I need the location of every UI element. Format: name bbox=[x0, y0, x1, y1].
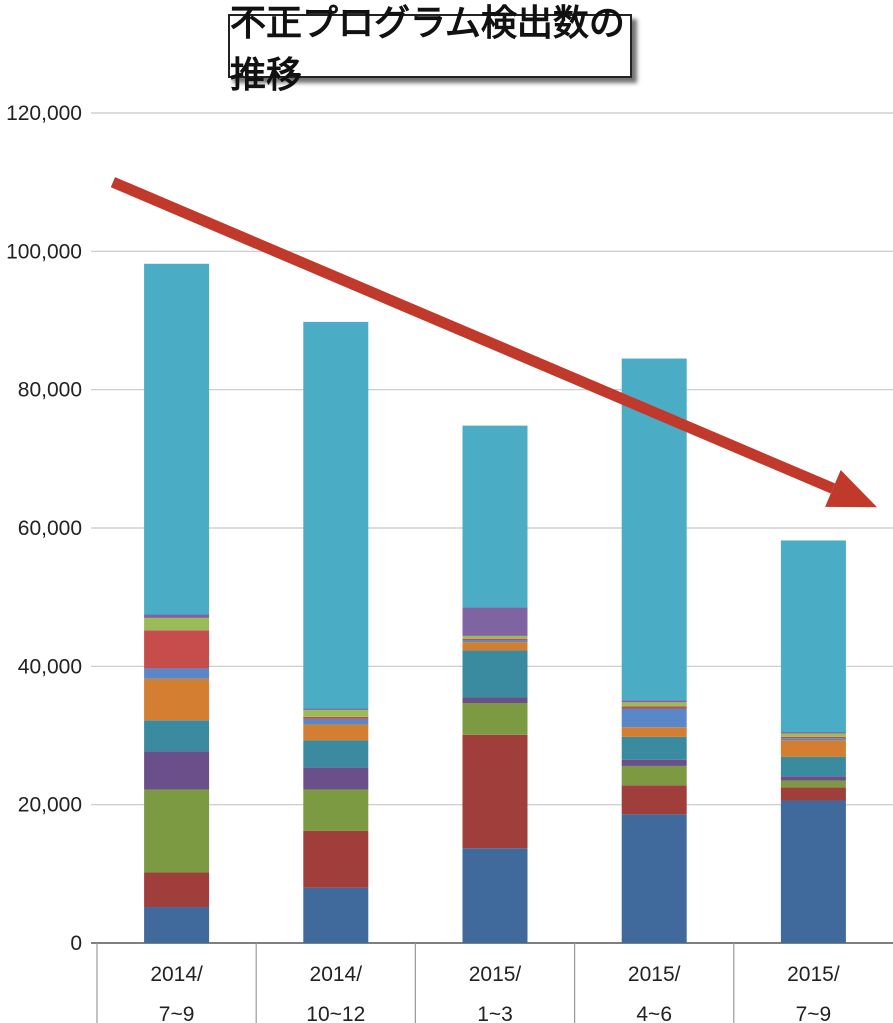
bar-segment bbox=[780, 738, 846, 741]
bar-segment bbox=[144, 907, 210, 943]
y-tick-label: 40,000 bbox=[18, 655, 82, 678]
bar-stack bbox=[621, 358, 687, 943]
y-tick-label: 120,000 bbox=[6, 102, 82, 125]
bar-segment bbox=[780, 756, 846, 777]
bar-segment bbox=[303, 709, 369, 717]
bar-segment bbox=[462, 702, 528, 735]
bar-segment bbox=[303, 718, 369, 725]
bar-segment bbox=[462, 734, 528, 849]
bar-segment bbox=[462, 635, 528, 639]
y-tick-label: 100,000 bbox=[6, 240, 82, 263]
bar-segment bbox=[780, 780, 846, 788]
category-label-year: 2015/ bbox=[469, 963, 522, 986]
category-label-year: 2015/ bbox=[628, 963, 681, 986]
bar-segment bbox=[303, 767, 369, 790]
bar-segment bbox=[144, 668, 210, 679]
category-label-months: 10~12 bbox=[306, 1003, 365, 1023]
bar-segment bbox=[621, 727, 687, 737]
bar-segment bbox=[144, 872, 210, 908]
trend-arrow-shaft bbox=[110, 177, 836, 494]
bar-segment bbox=[303, 740, 369, 768]
bar-stack bbox=[780, 540, 846, 943]
bar-segment bbox=[621, 706, 687, 709]
bar-segment bbox=[303, 708, 369, 710]
category-label-months: 4~6 bbox=[636, 1003, 672, 1023]
bar-segment bbox=[621, 736, 687, 760]
bar-segment bbox=[462, 638, 528, 641]
bar-segment bbox=[780, 540, 846, 733]
bar-segment bbox=[780, 776, 846, 781]
bar-segment bbox=[780, 800, 846, 943]
bar-segment bbox=[462, 650, 528, 698]
bar-segment bbox=[462, 640, 528, 643]
bar-segment bbox=[144, 617, 210, 631]
trend-arrow bbox=[110, 177, 878, 508]
bar-segment bbox=[780, 787, 846, 801]
bar-segment bbox=[621, 702, 687, 707]
category-label-months: 1~3 bbox=[477, 1003, 513, 1023]
bar-segment bbox=[780, 736, 846, 739]
y-tick-label: 60,000 bbox=[18, 517, 82, 540]
bar-segment bbox=[621, 765, 687, 786]
category-label-year: 2015/ bbox=[787, 963, 840, 986]
bar-segment bbox=[144, 263, 210, 615]
category-label-months: 7~9 bbox=[159, 1003, 195, 1023]
bar-stack bbox=[144, 263, 210, 943]
category-label-year: 2014/ bbox=[310, 963, 363, 986]
bar-stack bbox=[303, 321, 369, 943]
bar-segment bbox=[462, 607, 528, 636]
bar-stack bbox=[462, 425, 528, 943]
bar-segment bbox=[621, 785, 687, 815]
bar-segment bbox=[780, 740, 846, 757]
bar-segment bbox=[144, 630, 210, 669]
bar-segment bbox=[303, 716, 369, 719]
bar-segment bbox=[621, 700, 687, 703]
bar-segment bbox=[144, 720, 210, 752]
bar-segment bbox=[621, 708, 687, 728]
bar-segment bbox=[780, 733, 846, 737]
bar-segment bbox=[303, 789, 369, 831]
y-tick-label: 0 bbox=[70, 932, 82, 955]
x-axis-category-table: 2014/7~9 2014/10~12 2015/1~3 2015/4~6 2015/7… bbox=[96, 943, 840, 1023]
bar-segment bbox=[303, 724, 369, 741]
bar-segment bbox=[303, 830, 369, 888]
bar-segment bbox=[780, 732, 846, 734]
bar-segment bbox=[621, 814, 687, 943]
bar-segment bbox=[621, 759, 687, 766]
bar-segment bbox=[144, 751, 210, 790]
bar-segment bbox=[462, 425, 528, 608]
bar-segment bbox=[144, 678, 210, 721]
bar-segment bbox=[462, 697, 528, 703]
bar-segment bbox=[144, 789, 210, 873]
category-label-months: 7~9 bbox=[796, 1003, 832, 1023]
bar-segment bbox=[462, 642, 528, 651]
category-label-year: 2014/ bbox=[150, 963, 203, 986]
trend-arrow-head bbox=[825, 470, 878, 508]
bar-segment bbox=[303, 321, 369, 709]
bar-segment bbox=[144, 614, 210, 618]
y-tick-label: 20,000 bbox=[18, 794, 82, 817]
bar-stacks bbox=[144, 263, 846, 943]
bar-segment bbox=[462, 848, 528, 943]
bar-segment bbox=[303, 887, 369, 943]
y-axis-tick-labels: 0 20,000 40,000 60,000 80,000 100,000 120,000 bbox=[6, 102, 82, 955]
y-tick-label: 80,000 bbox=[18, 379, 82, 402]
